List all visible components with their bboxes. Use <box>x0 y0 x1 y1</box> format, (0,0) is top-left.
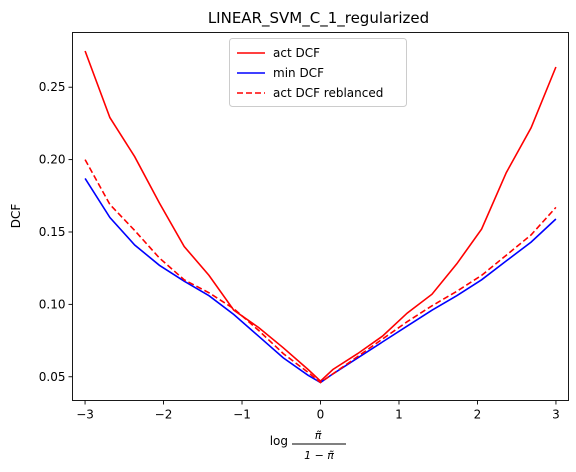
x-axis-label: log π̃ 1 − π̃ <box>270 429 346 462</box>
x-tick-label: 1 <box>395 408 403 422</box>
y-tick-label: 0.05 <box>39 370 66 384</box>
x-tick-label: 3 <box>552 408 560 422</box>
chart-title: LINEAR_SVM_C_1_regularized <box>208 9 429 28</box>
y-axis-ticks: 0.05 0.10 0.15 0.20 0.25 <box>39 80 73 384</box>
series-layer <box>84 50 557 384</box>
legend: act DCF min DCF act DCF reblanced <box>229 38 407 107</box>
x-tick-label: −2 <box>155 408 173 422</box>
y-axis-label: DCF <box>9 204 23 229</box>
y-tick-label: 0.20 <box>39 153 66 167</box>
series-line-act-dcf-reblanced <box>84 159 557 384</box>
legend-label-act-dcf: act DCF <box>273 46 320 60</box>
series-line-act-dcf <box>84 50 557 383</box>
x-axis-label-prefix: log <box>270 434 288 448</box>
legend-box <box>229 38 407 107</box>
x-tick-label: 0 <box>317 408 325 422</box>
plot-frame <box>72 32 569 401</box>
legend-label-min-dcf: min DCF <box>273 66 324 80</box>
x-axis-ticks: −3 −2 −1 0 1 2 3 <box>76 400 560 422</box>
x-tick-label: 2 <box>474 408 482 422</box>
x-axis-label-numerator: π̃ <box>315 429 322 442</box>
x-axis-label-denominator: 1 − π̃ <box>304 449 334 462</box>
y-tick-label: 0.25 <box>39 80 66 94</box>
legend-label-act-dcf-reblanced: act DCF reblanced <box>273 86 383 100</box>
y-tick-label: 0.10 <box>39 297 66 311</box>
x-tick-label: −3 <box>76 408 94 422</box>
y-tick-label: 0.15 <box>39 225 66 239</box>
x-tick-label: −1 <box>233 408 251 422</box>
